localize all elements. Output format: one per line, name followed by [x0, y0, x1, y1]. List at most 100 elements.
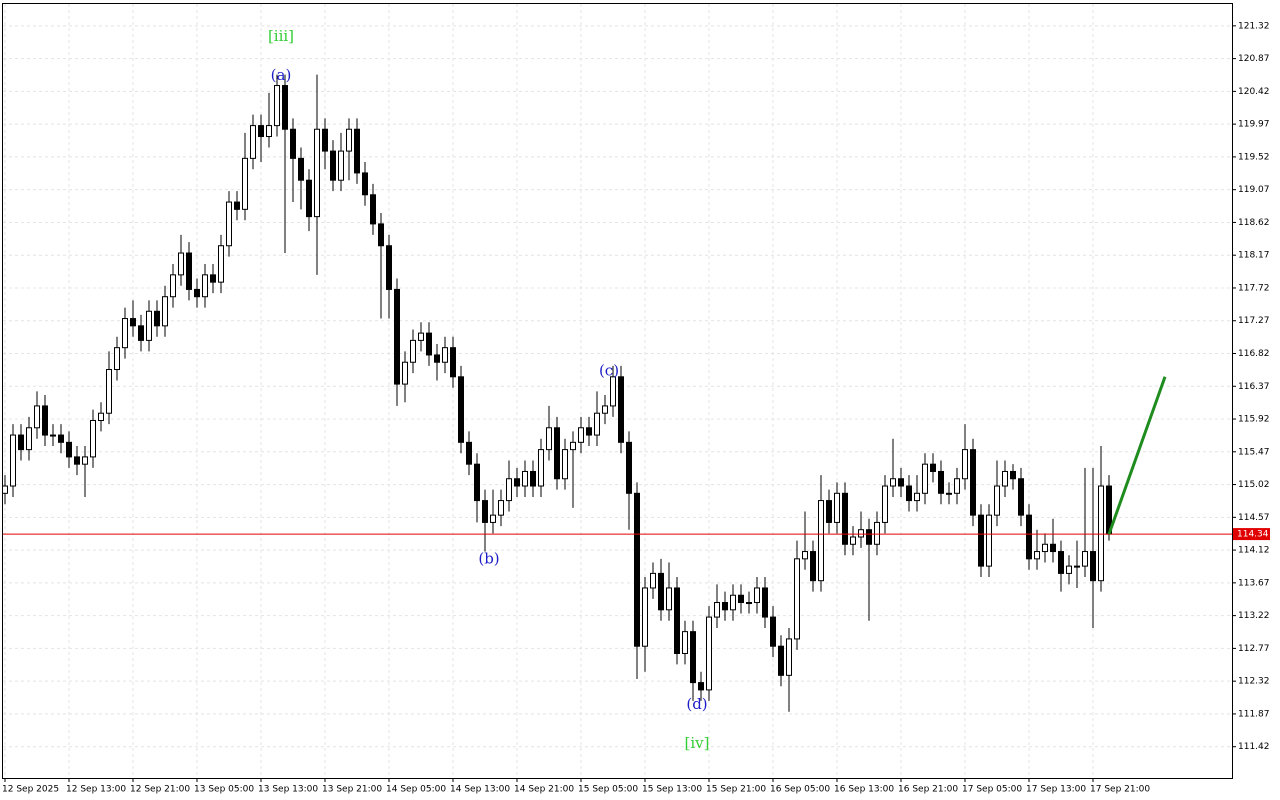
price-label: 114.34: [1237, 530, 1269, 540]
candle-body: [178, 252, 184, 276]
candle-body: [458, 376, 464, 443]
x-tick-label: 15 Sep 21:00: [706, 785, 766, 795]
candle-body: [514, 478, 520, 487]
x-tick-label: 12 Sep 13:00: [66, 785, 126, 795]
candle-body: [346, 128, 352, 152]
candle-body: [626, 441, 632, 494]
x-tick-label: 12 Sep 21:00: [130, 785, 190, 795]
x-tick-label: 13 Sep 21:00: [322, 785, 382, 795]
wave-label: [iii]: [268, 27, 294, 45]
candle-body: [10, 434, 16, 487]
candle-body: [658, 572, 664, 611]
y-tick-label: 120.87: [1238, 54, 1270, 64]
y-tick-label: 115.02: [1238, 480, 1270, 490]
candle-body: [810, 551, 816, 582]
y-tick-label: 118.17: [1238, 251, 1270, 261]
candle-body: [554, 427, 560, 480]
candle-body: [770, 616, 776, 647]
candle-body: [122, 318, 128, 349]
candle-body: [650, 572, 656, 589]
candle-body: [378, 223, 384, 247]
candle-body: [274, 85, 280, 127]
candle-body: [50, 434, 56, 437]
candle-body: [322, 128, 328, 152]
candle-body: [586, 427, 592, 436]
candle-body: [890, 478, 896, 487]
candle-body: [994, 485, 1000, 516]
wave-label: (a): [271, 66, 292, 84]
candle-body: [450, 347, 456, 378]
candle-body: [850, 536, 856, 545]
candle-body: [130, 318, 136, 327]
candle-body: [1074, 565, 1080, 568]
candle-body: [722, 602, 728, 611]
candle-body: [1082, 551, 1088, 567]
candle-body: [682, 631, 688, 654]
y-tick-label: 113.22: [1238, 611, 1270, 621]
candle-body: [434, 354, 440, 363]
candle-body: [634, 492, 640, 647]
candle-body: [698, 682, 704, 691]
candle-body: [354, 128, 360, 174]
candle-body: [1050, 543, 1056, 553]
candle-body: [562, 449, 568, 480]
wave-label: (b): [478, 550, 499, 568]
x-tick-label: 13 Sep 05:00: [194, 785, 254, 795]
candle-body: [338, 150, 344, 181]
wave-label: [iv]: [685, 734, 710, 752]
candle-body: [298, 157, 304, 181]
y-tick-label: 111.42: [1238, 742, 1270, 752]
candle-body: [386, 245, 392, 290]
candle-body: [1018, 478, 1024, 516]
candle-body: [98, 412, 104, 421]
candle-body: [146, 310, 152, 341]
candle-body: [402, 361, 408, 385]
candle-body: [642, 587, 648, 647]
candle-body: [946, 492, 952, 495]
y-tick-label: 113.67: [1238, 578, 1270, 588]
candle-body: [690, 631, 696, 684]
candle-body: [226, 201, 232, 247]
y-tick-label: 114.12: [1238, 546, 1270, 556]
candle-body: [1034, 551, 1040, 560]
candle-body: [906, 485, 912, 502]
candle-body: [802, 551, 808, 560]
plot-frame: [2, 3, 1233, 779]
candle-body: [18, 434, 24, 451]
x-tick-label: 17 Sep 13:00: [1026, 785, 1086, 795]
y-tick-label: 117.72: [1238, 283, 1270, 293]
candle-body: [762, 587, 768, 618]
y-tick-label: 121.32: [1238, 21, 1270, 31]
y-tick-label: 119.52: [1238, 152, 1270, 162]
y-tick-label: 114.57: [1238, 513, 1270, 523]
candle-body: [826, 500, 832, 523]
candle-body: [202, 274, 208, 298]
candle-body: [786, 638, 792, 676]
candle-body: [114, 347, 120, 371]
candle-body: [58, 434, 64, 443]
candle-body: [970, 449, 976, 516]
wave-label: (d): [686, 695, 707, 713]
candle-body: [978, 514, 984, 567]
candle-body: [394, 288, 400, 385]
candle-body: [818, 500, 824, 582]
x-tick-label: 16 Sep 05:00: [770, 785, 830, 795]
candle-body: [570, 441, 576, 451]
candle-body: [1042, 543, 1048, 553]
candle-body: [418, 332, 424, 341]
y-tick-label: 112.77: [1238, 644, 1270, 654]
y-tick-label: 116.37: [1238, 382, 1270, 392]
y-tick-label: 112.32: [1238, 677, 1270, 687]
forecast-line: [1107, 376, 1167, 535]
y-tick-label: 111.87: [1238, 709, 1270, 719]
x-tick-label: 14 Sep 05:00: [386, 785, 446, 795]
candle-body: [610, 376, 616, 407]
candle-body: [738, 594, 744, 604]
candle-body: [1026, 514, 1032, 560]
candle-body: [834, 492, 840, 523]
candle-body: [138, 325, 144, 341]
candle-body: [2, 485, 8, 494]
candle-body: [666, 587, 672, 611]
candle-body: [186, 252, 192, 290]
